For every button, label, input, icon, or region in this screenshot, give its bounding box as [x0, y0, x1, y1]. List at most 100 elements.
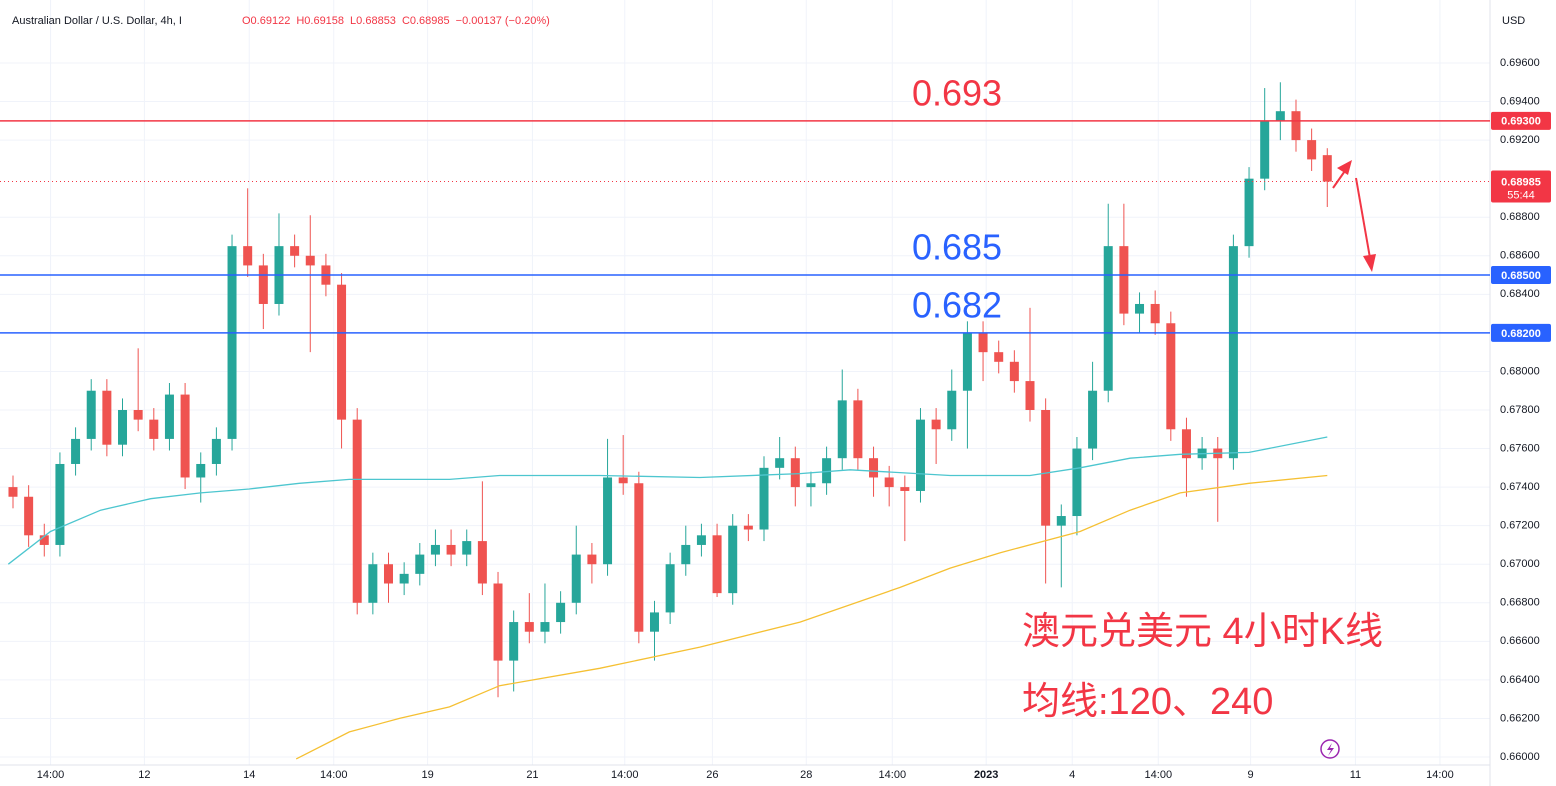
- candle-body: [556, 602, 566, 623]
- x-tick-label: 12: [138, 769, 150, 781]
- candle-body: [133, 410, 143, 420]
- candle-body: [446, 544, 456, 555]
- price-tag: [1491, 323, 1551, 342]
- candle-body: [493, 583, 503, 661]
- icon-bolt[interactable]: [1327, 743, 1334, 756]
- annotation: 澳元兑美元 4小时K线: [1022, 611, 1383, 653]
- candle-body: [24, 496, 34, 536]
- y-tick-label: 0.67200: [1500, 520, 1540, 532]
- candle-body: [524, 622, 534, 632]
- candle-body: [1228, 246, 1238, 459]
- candle-body: [618, 477, 628, 484]
- y-tick-label: 0.66000: [1500, 751, 1540, 763]
- candle-body: [352, 419, 362, 603]
- x-tick-label: 14:00: [320, 769, 348, 781]
- currency: USD: [1502, 15, 1525, 27]
- candle-body: [1135, 303, 1145, 314]
- icon-circle[interactable]: [1320, 739, 1340, 759]
- candle-body: [853, 400, 863, 459]
- candle-body: [1119, 246, 1129, 314]
- countdown: 55:44: [1507, 189, 1535, 201]
- candle-body: [931, 419, 941, 430]
- candle-body: [775, 458, 785, 468]
- candle-body: [869, 458, 879, 478]
- replay-icon[interactable]: [1320, 739, 1340, 759]
- candle-body: [383, 564, 393, 584]
- y-tick-label: 0.69400: [1500, 95, 1540, 107]
- price-tag: [1491, 266, 1551, 285]
- candle-body: [947, 390, 957, 430]
- candle-body: [743, 525, 753, 530]
- candle-body: [822, 458, 832, 484]
- x-tick-label: 19: [421, 769, 433, 781]
- candle-body: [196, 463, 206, 478]
- x-tick-label: 14:00: [879, 769, 907, 781]
- candle-body: [978, 332, 988, 353]
- price-tag: [1491, 111, 1551, 130]
- candle-body: [243, 246, 253, 266]
- y-tick-label: 0.66800: [1500, 597, 1540, 609]
- candle-body: [164, 394, 174, 439]
- candle-body: [8, 487, 18, 497]
- candle-body: [1181, 429, 1191, 459]
- y-tick-label: 0.67600: [1500, 442, 1540, 454]
- candle-body: [665, 564, 675, 613]
- arrow-head: [1337, 160, 1352, 175]
- candle-body: [1291, 111, 1301, 141]
- y-tick-label: 0.66200: [1500, 712, 1540, 724]
- header-value: C0.68985: [402, 15, 450, 27]
- candle-body: [39, 535, 49, 545]
- candle-body: [806, 483, 816, 488]
- level-label: 0.685: [912, 227, 1002, 268]
- candle-body: [603, 477, 613, 565]
- y-tick-label: 0.67800: [1500, 404, 1540, 416]
- candle-body: [1307, 140, 1317, 160]
- candle-body: [790, 458, 800, 488]
- candle-body: [587, 554, 597, 565]
- candle-body: [994, 352, 1004, 362]
- y-tick-label: 0.69200: [1500, 134, 1540, 146]
- candle-body: [728, 525, 738, 594]
- y-tick-label: 0.69600: [1500, 57, 1540, 69]
- candle-body: [540, 622, 550, 632]
- header-value: L0.68853: [350, 15, 396, 27]
- moving-average: [7, 436, 1328, 565]
- arrow-head: [1363, 254, 1376, 272]
- candle-body: [1275, 111, 1285, 121]
- candle-body: [634, 483, 644, 632]
- candle-body: [290, 246, 300, 256]
- candle-body: [1088, 390, 1098, 449]
- candle-body: [149, 419, 159, 439]
- candle-body: [227, 246, 237, 439]
- candle-body: [258, 265, 268, 304]
- candle-body: [915, 419, 925, 491]
- candle-body: [696, 535, 706, 545]
- candle-body: [118, 410, 128, 445]
- candle-body: [462, 541, 472, 555]
- y-tick-label: 0.68800: [1500, 211, 1540, 223]
- candle-body: [509, 622, 519, 661]
- y-tick-label: 0.68400: [1500, 288, 1540, 300]
- candle-body: [102, 390, 112, 445]
- candle-body: [1103, 246, 1113, 391]
- price-tag-label: 0.68500: [1501, 270, 1541, 282]
- candle-body: [305, 255, 315, 266]
- candle-body: [1025, 381, 1035, 410]
- candle-body: [1041, 410, 1051, 526]
- last-price-label: 0.68985: [1501, 176, 1541, 188]
- candle-body: [571, 554, 581, 603]
- candle-body: [1244, 178, 1254, 247]
- candle-body: [86, 390, 96, 439]
- candle-body: [1072, 448, 1082, 517]
- x-tick-label: 14: [243, 769, 255, 781]
- candle-body: [180, 394, 190, 478]
- arrow: [1332, 160, 1376, 272]
- header-value: −0.00137 (−0.20%): [456, 15, 550, 27]
- candle-body: [712, 535, 722, 594]
- candle-body: [1056, 516, 1066, 526]
- x-tick-label: 26: [706, 769, 718, 781]
- x-tick-label: 14:00: [611, 769, 639, 781]
- level-label: 0.693: [912, 72, 1002, 113]
- candle-body: [759, 467, 769, 530]
- candle-body: [399, 573, 409, 584]
